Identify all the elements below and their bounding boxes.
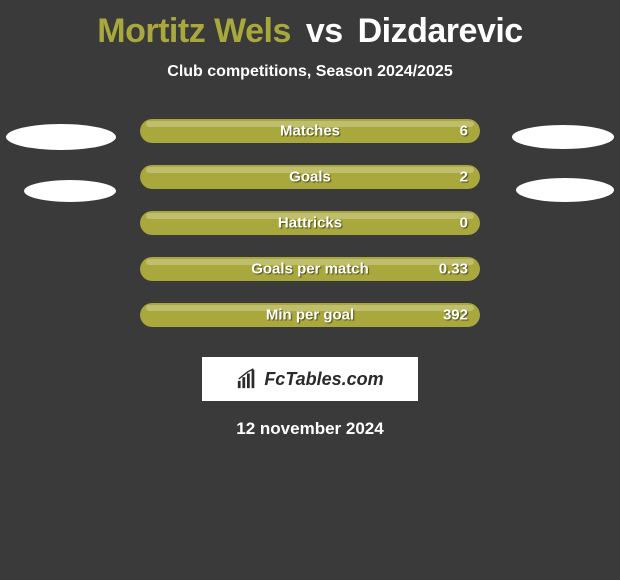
stat-value: 0.33: [439, 261, 468, 278]
stat-value: 6: [460, 123, 468, 140]
stat-row: Goals per match 0.33: [140, 257, 480, 281]
stat-label: Matches: [280, 123, 340, 140]
stat-label: Goals per match: [251, 261, 369, 278]
stat-label: Hattricks: [278, 215, 342, 232]
stat-row: Hattricks 0: [140, 211, 480, 235]
stats-container: Matches 6 Goals 2 Hattricks 0 Goals per match 0…: [0, 119, 620, 327]
comparison-title: Mortitz Wels vs Dizdarevic: [0, 12, 620, 51]
chart-icon: [236, 368, 258, 390]
logo-box: FcTables.com: [202, 357, 418, 401]
stat-label: Min per goal: [266, 307, 354, 324]
subtitle: Club competitions, Season 2024/2025: [0, 63, 620, 81]
logo-text: FcTables.com: [264, 369, 383, 390]
stat-row: Goals 2: [140, 165, 480, 189]
stat-value: 392: [443, 307, 468, 324]
player1-name: Mortitz Wels: [97, 12, 291, 50]
stat-value: 2: [460, 169, 468, 186]
stat-row: Min per goal 392: [140, 303, 480, 327]
player2-name: Dizdarevic: [358, 12, 523, 50]
vs-text: vs: [306, 12, 343, 50]
stat-label: Goals: [289, 169, 331, 186]
stat-row: Matches 6: [140, 119, 480, 143]
stat-value: 0: [460, 215, 468, 232]
header: Mortitz Wels vs Dizdarevic Club competit…: [0, 0, 620, 81]
date-text: 12 november 2024: [0, 419, 620, 439]
